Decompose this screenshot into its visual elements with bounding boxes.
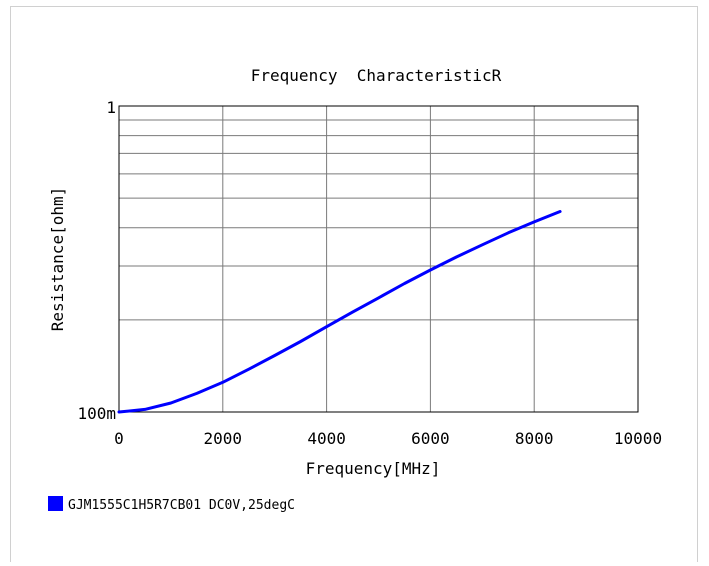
series-layer bbox=[117, 210, 562, 414]
x-tick-label: 6000 bbox=[411, 429, 450, 448]
x-tick-label: 2000 bbox=[204, 429, 243, 448]
y-tick-label: 1 bbox=[106, 98, 116, 117]
x-axis-label: Frequency[MHz] bbox=[306, 459, 441, 478]
x-tick-label: 10000 bbox=[614, 429, 662, 448]
plot-area-border bbox=[118, 105, 639, 413]
chart-title: Frequency CharacteristicR bbox=[251, 66, 502, 85]
y-axis-label: Resistance[ohm] bbox=[48, 187, 67, 332]
x-tick-label: 8000 bbox=[515, 429, 554, 448]
x-tick-label: 4000 bbox=[307, 429, 346, 448]
series-line bbox=[117, 210, 562, 414]
legend-swatch bbox=[48, 496, 63, 511]
legend: GJM1555C1H5R7CB01 DC0V,25degC bbox=[48, 496, 295, 513]
grid-lines bbox=[119, 106, 638, 412]
y-tick-label: 100m bbox=[77, 404, 116, 423]
legend-label: GJM1555C1H5R7CB01 DC0V,25degC bbox=[68, 498, 295, 513]
x-tick-label: 0 bbox=[114, 429, 124, 448]
y-tick-labels: 100m 1 bbox=[77, 98, 116, 423]
chart-frame bbox=[10, 6, 698, 562]
x-tick-labels: 0 2000 4000 6000 8000 10000 bbox=[114, 429, 662, 448]
